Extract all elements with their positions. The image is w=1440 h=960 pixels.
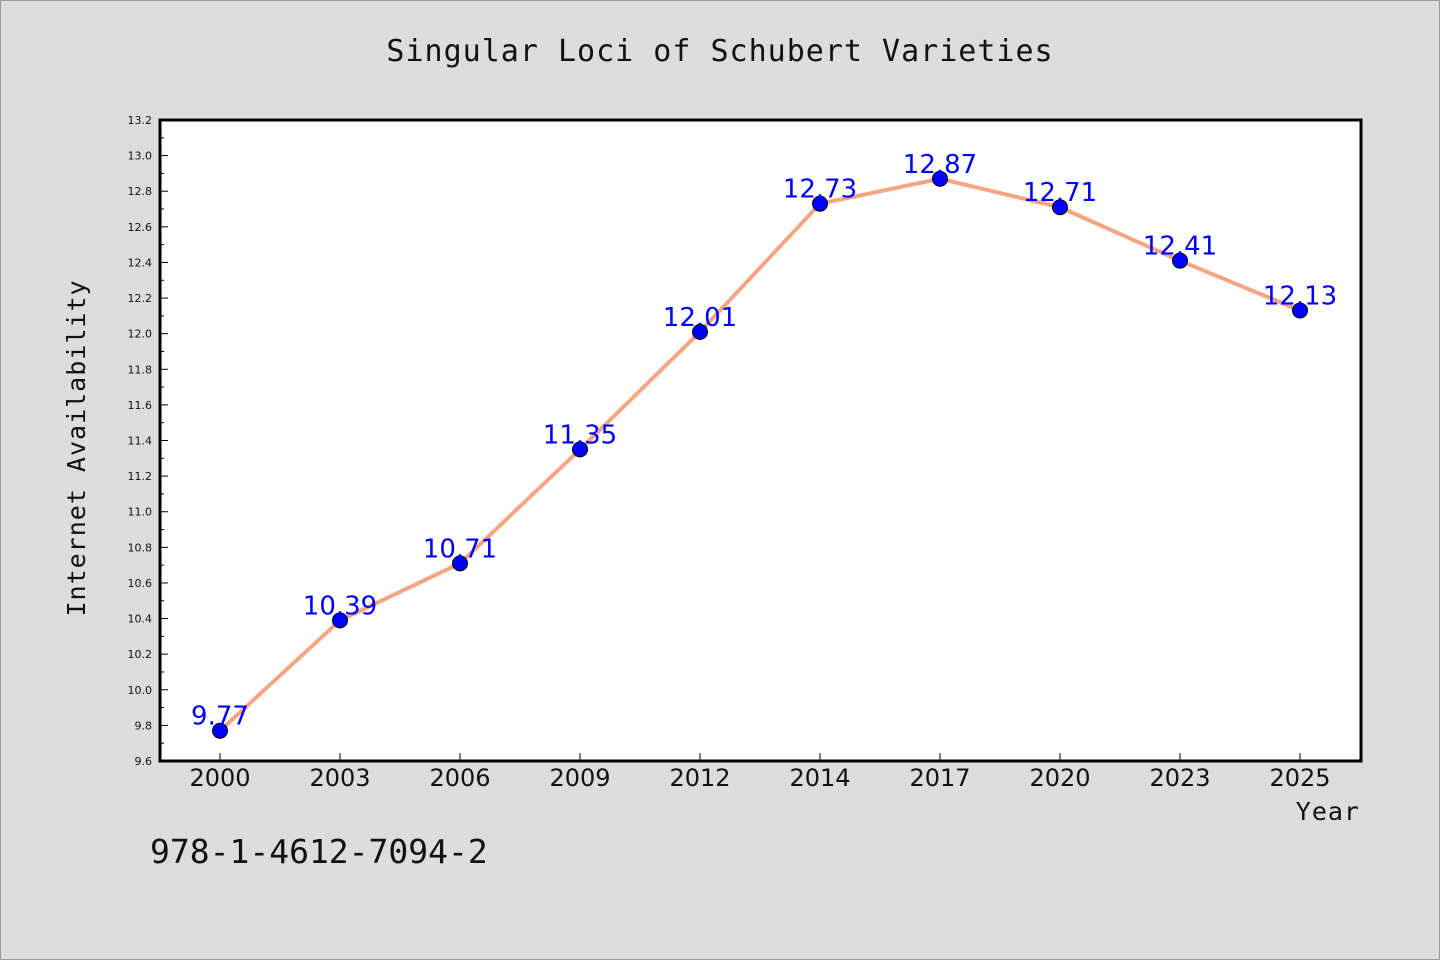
isbn-annotation: 978-1-4612-7094-2 [150, 832, 488, 871]
x-axis-ticks: 2000 2003 2006 2009 2012 2014 2017 2020 2023 2025 [189, 753, 1331, 792]
data-point [332, 612, 348, 629]
data-label: 12.13 [1263, 282, 1337, 312]
y-axis-ticks: 9.6 9.8 10.0 10.2 10.4 10.6 10.8 11.0 11.2 11.4 11… [128, 114, 168, 768]
x-tick-label: 2000 [189, 764, 250, 792]
y-tick-label: 12.0 [128, 328, 153, 341]
x-tick-label: 2025 [1269, 764, 1330, 792]
data-point [1172, 252, 1188, 269]
data-label: 12.87 [903, 150, 977, 180]
y-tick-label: 12.4 [128, 256, 153, 269]
data-label: 10.39 [303, 591, 377, 621]
y-tick-label: 9.6 [135, 755, 153, 768]
data-point [1052, 199, 1068, 216]
y-tick-label: 11.6 [128, 399, 153, 412]
data-label: 11.35 [543, 420, 617, 450]
data-point [1292, 302, 1308, 319]
chart-title: Singular Loci of Schubert Varieties [386, 34, 1054, 69]
y-tick-label: 10.4 [128, 613, 153, 626]
x-tick-label: 2003 [309, 764, 370, 792]
x-tick-label: 2023 [1149, 764, 1210, 792]
data-label: 12.73 [783, 175, 857, 205]
y-tick-label: 10.0 [128, 684, 153, 697]
x-axis-label: Year [1296, 797, 1360, 826]
y-tick-label: 11.8 [128, 363, 153, 376]
data-point [812, 195, 828, 212]
x-tick-label: 2009 [549, 764, 610, 792]
plot-area [158, 118, 1363, 763]
x-tick-label: 2006 [429, 764, 490, 792]
y-tick-label: 13.0 [128, 150, 153, 163]
data-label: 10.71 [423, 534, 497, 564]
y-tick-label: 10.8 [128, 541, 153, 554]
y-tick-label: 13.2 [128, 114, 153, 127]
y-tick-label: 10.2 [128, 648, 153, 661]
data-label: 12.41 [1143, 232, 1217, 262]
data-point [692, 323, 708, 340]
y-axis-label: Internet Availability [62, 279, 91, 616]
y-tick-label: 12.8 [128, 185, 153, 198]
y-tick-label: 11.2 [128, 470, 153, 483]
x-tick-label: 2014 [789, 764, 850, 792]
series-layer [212, 170, 1308, 739]
data-label: 9.77 [191, 702, 249, 732]
data-label: 12.01 [663, 303, 737, 333]
series-line [218, 176, 1301, 733]
y-tick-label: 9.8 [135, 719, 153, 732]
x-tick-label: 2020 [1029, 764, 1090, 792]
data-point [452, 555, 468, 572]
x-tick-label: 2012 [669, 764, 730, 792]
y-tick-label: 11.4 [128, 435, 153, 448]
x-tick-label: 2017 [909, 764, 970, 792]
data-point [572, 441, 588, 458]
y-tick-label: 12.2 [128, 292, 153, 305]
data-label: 12.71 [1023, 178, 1097, 208]
y-tick-label: 11.0 [128, 506, 153, 519]
y-tick-label: 10.6 [128, 577, 153, 590]
data-labels-layer: 9.77 10.39 10.71 11.35 12.01 12.73 12.87 12.71 1… [191, 150, 1337, 732]
data-point [212, 722, 228, 739]
data-point [932, 170, 948, 187]
y-tick-label: 12.6 [128, 221, 153, 234]
